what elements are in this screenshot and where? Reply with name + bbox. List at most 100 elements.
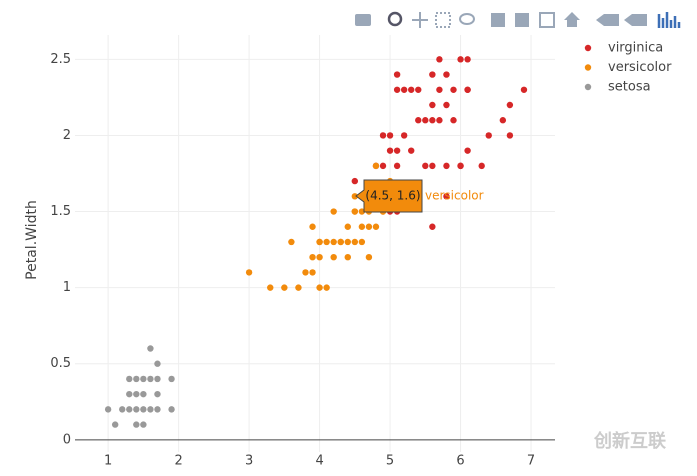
point [358, 238, 366, 246]
x-tick-label: 1 [104, 454, 112, 469]
legend-label: virginica [608, 41, 663, 56]
point [147, 406, 154, 413]
point [400, 86, 408, 93]
point [295, 284, 302, 291]
point [457, 56, 464, 63]
point [323, 238, 330, 246]
point [408, 86, 415, 93]
modebar[interactable] [355, 11, 681, 28]
point [400, 132, 408, 139]
point [140, 375, 147, 383]
point [316, 284, 323, 291]
point [365, 223, 373, 230]
point [499, 117, 507, 124]
lasso-icon[interactable] [459, 13, 475, 25]
x-tick-label: 4 [315, 454, 323, 469]
point [111, 421, 119, 428]
y-tick-label: 2.5 [50, 52, 71, 67]
point [309, 253, 316, 261]
point [379, 162, 387, 170]
autoscale-icon[interactable] [539, 12, 555, 28]
point [309, 269, 316, 276]
point [365, 253, 373, 261]
reset-icon[interactable] [564, 12, 580, 27]
point [429, 223, 436, 230]
point [457, 162, 464, 170]
point [147, 375, 154, 383]
point [358, 208, 366, 215]
point [133, 390, 140, 398]
point [408, 147, 415, 154]
point [281, 284, 288, 291]
point [344, 223, 351, 230]
point [133, 406, 140, 413]
point [168, 406, 175, 413]
y-axis-title: Petal.Width [24, 200, 40, 280]
point [393, 147, 401, 154]
hover-icon[interactable] [624, 14, 647, 26]
spike-icon[interactable] [596, 14, 619, 26]
legend-marker [584, 83, 592, 91]
point [133, 375, 140, 383]
point [267, 284, 274, 291]
point [429, 71, 436, 78]
point [464, 147, 471, 154]
zoom-in-icon[interactable] [491, 13, 505, 27]
point [133, 421, 140, 428]
point [154, 406, 161, 413]
point [422, 117, 429, 124]
point [443, 71, 450, 78]
x-tick-label: 6 [456, 454, 464, 469]
point [168, 375, 175, 383]
watermark: 创新互联 [593, 430, 666, 452]
point [478, 162, 485, 170]
point [351, 177, 359, 185]
y-tick-label: 2 [63, 128, 71, 143]
point [154, 390, 161, 398]
point [520, 86, 528, 93]
point [450, 86, 457, 93]
point [140, 421, 147, 428]
hover-box [355, 179, 423, 213]
camera-icon[interactable] [355, 14, 371, 26]
x-tick-label: 7 [527, 454, 535, 469]
point [288, 238, 295, 246]
point [450, 117, 457, 124]
point [429, 101, 436, 109]
zoom-out-icon[interactable] [515, 13, 529, 27]
point [485, 132, 492, 139]
point [443, 162, 450, 170]
point [436, 117, 443, 124]
hover-text: (4.5, 1.6) [365, 189, 420, 203]
point [126, 375, 133, 383]
point [422, 162, 429, 170]
point [372, 162, 380, 170]
point [330, 238, 337, 246]
point [372, 223, 380, 230]
point [330, 208, 337, 215]
point [351, 238, 359, 246]
point [344, 253, 351, 261]
legend-marker [584, 64, 592, 71]
point [344, 238, 351, 246]
point [126, 390, 133, 398]
point [393, 162, 401, 170]
point [379, 132, 387, 139]
point [323, 284, 330, 291]
plotly-logo[interactable] [657, 12, 681, 28]
point [464, 56, 471, 63]
point [393, 71, 401, 78]
point [358, 223, 366, 230]
point [443, 193, 450, 200]
zoom-icon[interactable] [387, 11, 403, 27]
pan-icon[interactable] [412, 12, 428, 28]
point [464, 86, 471, 93]
y-tick-label: 1 [63, 280, 71, 295]
point [506, 132, 514, 139]
x-tick-label: 2 [174, 454, 182, 469]
x-tick-label: 3 [245, 454, 253, 469]
select-icon[interactable] [435, 12, 451, 28]
point [386, 147, 394, 154]
point [126, 406, 133, 413]
